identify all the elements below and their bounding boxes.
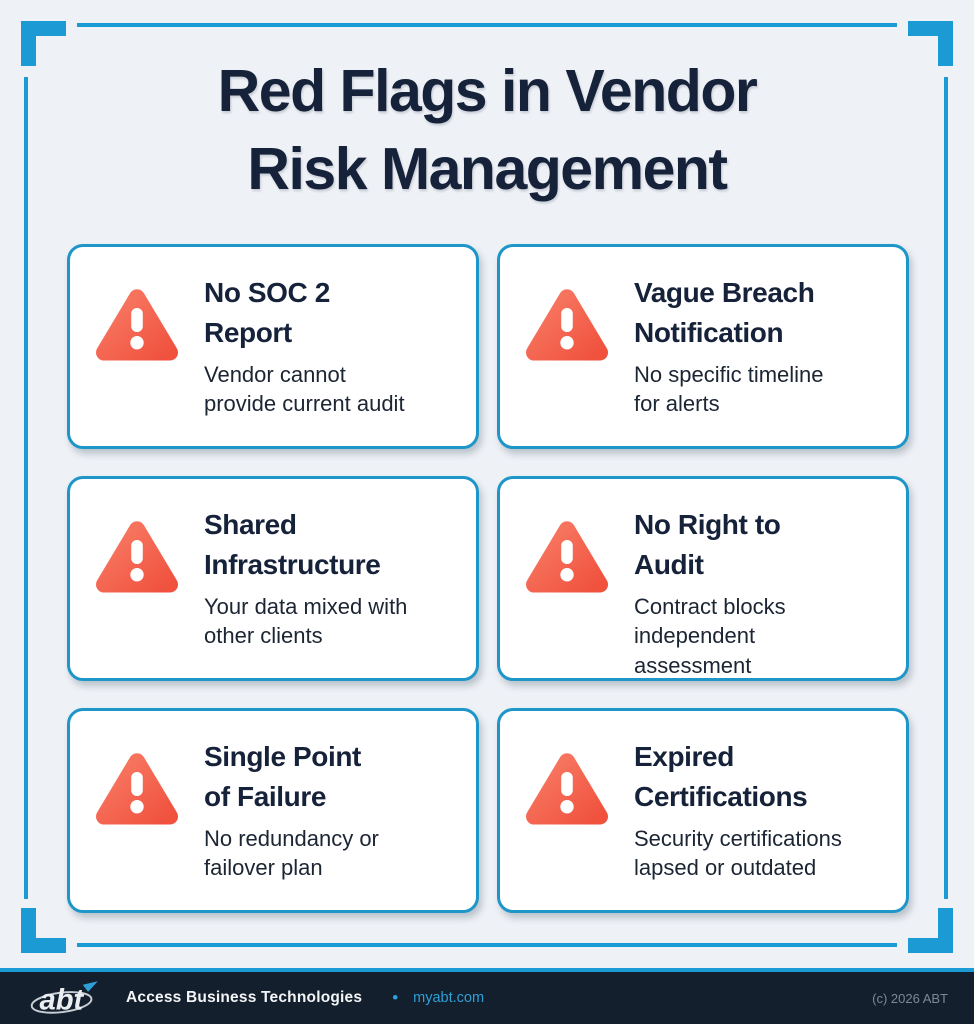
footer-copyright: (c) 2026 ABT: [872, 990, 948, 1006]
footer-website-link[interactable]: myabt.com: [413, 990, 485, 1006]
frame-line-right: [944, 77, 948, 899]
card-description: No redundancy or failover plan: [204, 825, 379, 881]
footer-accent-line: [0, 968, 974, 972]
card-title: No Right to Audit: [634, 509, 781, 580]
footer-company-name: Access Business Technologies: [126, 989, 363, 1006]
bullet-separator-icon: •: [392, 988, 399, 1007]
card-description: Vendor cannot provide current audit: [204, 361, 405, 417]
card-text: No Right to Audit Contract blocks indepe…: [634, 479, 906, 681]
card-text: Vague Breach Notification No specific ti…: [634, 247, 906, 419]
card-title: Expired Certifications: [634, 741, 808, 812]
card-text: Expired Certifications Security certific…: [634, 711, 906, 883]
corner-bracket-bottom-left: [21, 908, 66, 953]
card-vague-breach-notification: Vague Breach Notification No specific ti…: [497, 244, 909, 449]
corner-bracket-bottom-right: [908, 908, 953, 953]
page-title: Red Flags in Vendor Risk Management: [217, 58, 758, 203]
card-title: Shared Infrastructure: [204, 509, 381, 580]
card-description: Your data mixed with other clients: [204, 593, 408, 649]
footer-bar: abt Access Business Technologies • myabt…: [0, 972, 974, 1024]
warning-triangle-icon: [70, 711, 204, 829]
warning-triangle-icon: [500, 479, 634, 597]
card-description: Security certifications lapsed or outdat…: [634, 825, 842, 881]
card-description: No specific timeline for alerts: [634, 361, 824, 417]
card-title: No SOC 2 Report: [204, 277, 330, 348]
card-text: No SOC 2 Report Vendor cannot provide cu…: [204, 247, 476, 419]
corner-bracket-top-left: [21, 21, 66, 66]
card-expired-certifications: Expired Certifications Security certific…: [497, 708, 909, 913]
card-single-point-of-failure: Single Point of Failure No redundancy or…: [67, 708, 479, 913]
card-no-right-to-audit: No Right to Audit Contract blocks indepe…: [497, 476, 909, 681]
card-shared-infrastructure: Shared Infrastructure Your data mixed wi…: [67, 476, 479, 681]
warning-triangle-icon: [500, 711, 634, 829]
card-title: Vague Breach Notification: [634, 277, 815, 348]
corner-bracket-top-right: [908, 21, 953, 66]
card-text: Shared Infrastructure Your data mixed wi…: [204, 479, 476, 651]
card-description: Contract blocks independent assessment: [634, 593, 786, 679]
card-no-soc2-report: No SOC 2 Report Vendor cannot provide cu…: [67, 244, 479, 449]
frame-line-bottom: [77, 943, 897, 947]
abt-logo-text: abt: [39, 984, 84, 1016]
frame-line-top: [77, 23, 897, 27]
frame-line-left: [24, 77, 28, 899]
warning-triangle-icon: [70, 247, 204, 365]
warning-triangle-icon: [500, 247, 634, 365]
card-title: Single Point of Failure: [204, 741, 361, 812]
card-text: Single Point of Failure No redundancy or…: [204, 711, 476, 883]
red-flag-cards-grid: No SOC 2 Report Vendor cannot provide cu…: [67, 244, 909, 913]
warning-triangle-icon: [70, 479, 204, 597]
abt-logo: abt: [28, 978, 104, 1018]
